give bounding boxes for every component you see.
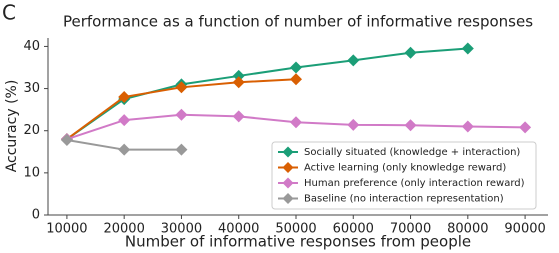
y-tick-label: 20 — [23, 123, 40, 138]
point — [461, 120, 474, 133]
legend: Socially situated (knowledge + interacti… — [271, 141, 537, 210]
point — [347, 118, 360, 131]
point — [461, 42, 474, 55]
point — [289, 73, 302, 86]
legend-label: Socially situated (knowledge + interacti… — [304, 147, 520, 158]
legend-label: Active learning (only knowledge reward) — [304, 163, 506, 174]
point — [289, 61, 302, 74]
point — [404, 46, 417, 59]
legend-box — [271, 141, 537, 210]
point — [60, 133, 73, 146]
point — [519, 121, 532, 134]
point — [118, 114, 131, 127]
x-tick-label: 40000 — [218, 222, 259, 237]
x-tick-label: 70000 — [390, 222, 431, 237]
x-tick-label: 60000 — [333, 222, 374, 237]
point — [175, 108, 188, 121]
chart-title: Performance as a function of number of i… — [63, 13, 533, 31]
x-tick-label: 80000 — [447, 222, 488, 237]
point — [118, 143, 131, 156]
x-tick-label: 10000 — [46, 222, 87, 237]
point — [232, 76, 245, 89]
legend-marker — [282, 162, 294, 173]
point — [118, 91, 131, 103]
y-tick-label: 40 — [23, 39, 40, 54]
point — [347, 54, 360, 67]
series-line — [66, 47, 468, 140]
y-tick-label: 30 — [23, 81, 40, 96]
legend-marker — [282, 146, 294, 158]
x-tick-label: 20000 — [103, 222, 144, 237]
y-tick-label: 0 — [32, 208, 40, 223]
x-tick-label: 90000 — [504, 222, 545, 237]
legend-marker — [282, 177, 294, 189]
x-tick-label: 30000 — [161, 222, 202, 237]
point — [175, 143, 188, 156]
point — [404, 119, 417, 132]
point — [232, 69, 245, 82]
point — [175, 81, 188, 94]
x-tick-label: 50000 — [275, 222, 316, 237]
y-tick-label: 10 — [23, 165, 40, 180]
legend-label: Human preference (only interaction rewar… — [304, 178, 525, 189]
y-axis-label: Accuracy (%) — [4, 80, 20, 173]
x-axis-label: Number of informative responses from peo… — [125, 233, 471, 251]
legend-marker — [282, 193, 294, 204]
point — [289, 116, 302, 129]
legend-label: Baseline (no interaction representation) — [304, 194, 504, 205]
point — [232, 110, 245, 123]
panel-label: C — [2, 1, 16, 25]
